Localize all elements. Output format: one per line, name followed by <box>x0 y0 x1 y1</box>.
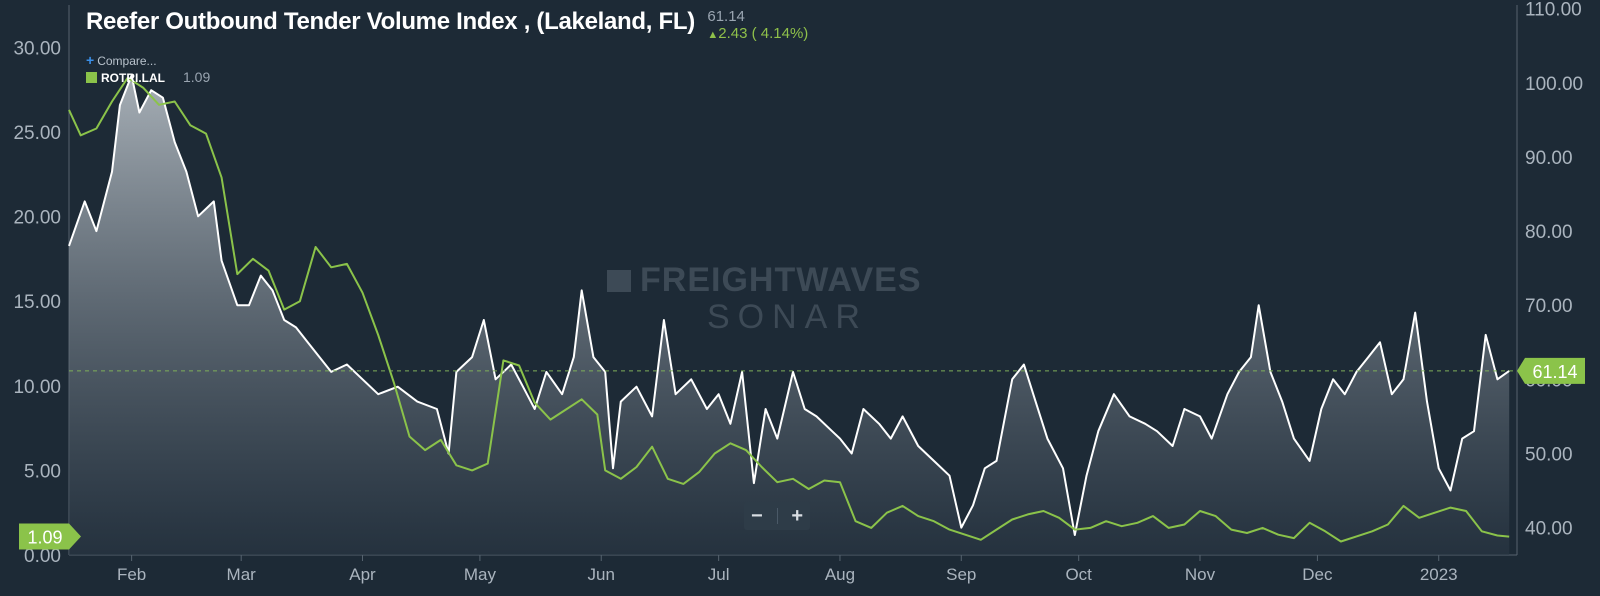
left-axis-tick-label: 20.00 <box>13 208 61 229</box>
zoom-control: − + <box>744 502 810 530</box>
x-tick-label: May <box>464 565 497 584</box>
chart-title: Reefer Outbound Tender Volume Index , (L… <box>86 8 695 35</box>
x-tick-label: Aug <box>825 565 855 584</box>
right-axis-tick-label: 50.00 <box>1525 444 1573 465</box>
tender-volume-line <box>68 74 1510 536</box>
zoom-divider <box>776 508 778 524</box>
zoom-in-button[interactable]: + <box>791 505 804 527</box>
price-block: 61.14 ▲2.43 ( 4.14%) <box>707 8 808 44</box>
x-tick-label: Dec <box>1302 565 1333 584</box>
right-value-marker-text: 61.14 <box>1532 362 1577 382</box>
zoom-out-button[interactable]: − <box>750 505 763 527</box>
right-axis-tick-label: 40.00 <box>1525 519 1573 540</box>
plus-icon: + <box>86 52 95 68</box>
x-tick-label: 2023 <box>1420 565 1458 584</box>
title-block: Reefer Outbound Tender Volume Index , (L… <box>86 8 808 44</box>
watermark-line2: SONAR <box>707 298 868 336</box>
legend-series-name: ROTRI.LAL <box>101 71 165 85</box>
left-axis-tick-label: 5.00 <box>24 461 61 482</box>
x-tick-label: Feb <box>117 565 146 584</box>
x-tick-label: Jun <box>588 565 615 584</box>
legend-swatch <box>86 72 97 83</box>
compare-label: Compare... <box>97 54 157 68</box>
left-axis-tick-label: 0.00 <box>24 546 61 567</box>
left-axis-tick-label: 10.00 <box>13 377 61 398</box>
left-axis-tick-label: 25.00 <box>13 123 61 144</box>
x-tick-label: Apr <box>349 565 376 584</box>
left-value-marker-text: 1.09 <box>27 528 62 548</box>
x-tick-label: Oct <box>1065 565 1092 584</box>
x-tick-label: Mar <box>227 565 257 584</box>
watermark: FREIGHTWAVES SONAR <box>607 261 922 336</box>
right-axis-tick-label: 70.00 <box>1525 296 1573 317</box>
price-change-text: 2.43 ( 4.14%) <box>718 25 809 42</box>
arrow-up-icon: ▲ <box>707 29 719 41</box>
price-value: 61.14 <box>707 8 745 25</box>
right-value-marker <box>1517 357 1585 384</box>
left-axis-tick-label: 15.00 <box>13 292 61 313</box>
watermark-line1: FREIGHTWAVES <box>640 261 922 299</box>
x-tick-label: Sep <box>946 565 976 584</box>
price-change: ▲2.43 ( 4.14%) <box>707 25 808 44</box>
watermark-logo-bar <box>607 270 631 292</box>
x-tick-label: Nov <box>1185 565 1216 584</box>
left-axis-tick-label: 30.00 <box>13 38 61 59</box>
right-axis-tick-label: 110.00 <box>1525 0 1582 21</box>
white-series-area <box>69 75 1510 556</box>
left-value-marker <box>19 523 81 550</box>
series-legend[interactable]: ROTRI.LAL 1.09 <box>86 69 210 85</box>
right-axis-tick-label: 90.00 <box>1525 148 1573 169</box>
right-axis-tick-label: 100.00 <box>1525 74 1583 95</box>
rotri-line <box>68 76 1510 543</box>
plot-layer <box>68 74 1510 556</box>
x-tick-label: Jul <box>708 565 730 584</box>
right-axis-tick-label: 80.00 <box>1525 222 1573 243</box>
ticks-layer: Feb Mar Apr May Jun Jul Aug Sep Oct Nov Dec 2023 0.0… <box>13 0 1583 584</box>
legend-series-value: 1.09 <box>183 69 211 85</box>
compare-link[interactable]: + Compare... <box>86 52 157 68</box>
markers-layer: 61.14 1.09 <box>19 357 1585 550</box>
